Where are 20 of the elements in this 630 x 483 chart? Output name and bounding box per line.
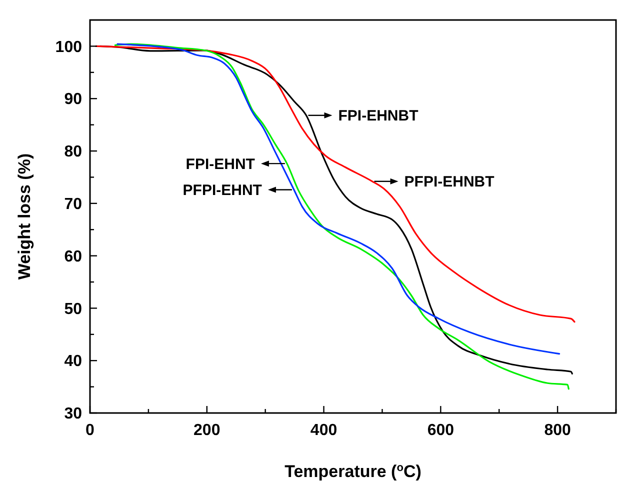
y-tick-label: 90 [64, 91, 82, 108]
y-tick-label: 30 [64, 406, 82, 423]
x-tick-label: 600 [427, 422, 454, 439]
y-tick-label: 100 [55, 38, 82, 56]
y-tick-label: 70 [64, 196, 82, 213]
x-axis-title: Temperature ($^{o}$C) [284, 462, 422, 481]
x-tick-label: 200 [194, 422, 220, 439]
annotation: PFPI-EHNBT [404, 174, 494, 191]
y-axis-title: Weight loss (%) [15, 153, 34, 280]
x-tick-label: 0 [86, 422, 95, 439]
annotation: FPI-EHNBT [338, 108, 418, 125]
y-tick-label: 60 [64, 248, 82, 266]
x-tick-label: 800 [544, 422, 571, 439]
y-tick-label: 40 [64, 353, 82, 370]
y-tick-label: 50 [64, 300, 82, 318]
line-series [95, 45, 576, 323]
y-tick-label: 80 [64, 144, 82, 161]
x-tick-label: 400 [310, 422, 338, 439]
annotation: PFPI-EHNT [182, 182, 262, 200]
annotation: FPI-EHNT [186, 156, 255, 173]
